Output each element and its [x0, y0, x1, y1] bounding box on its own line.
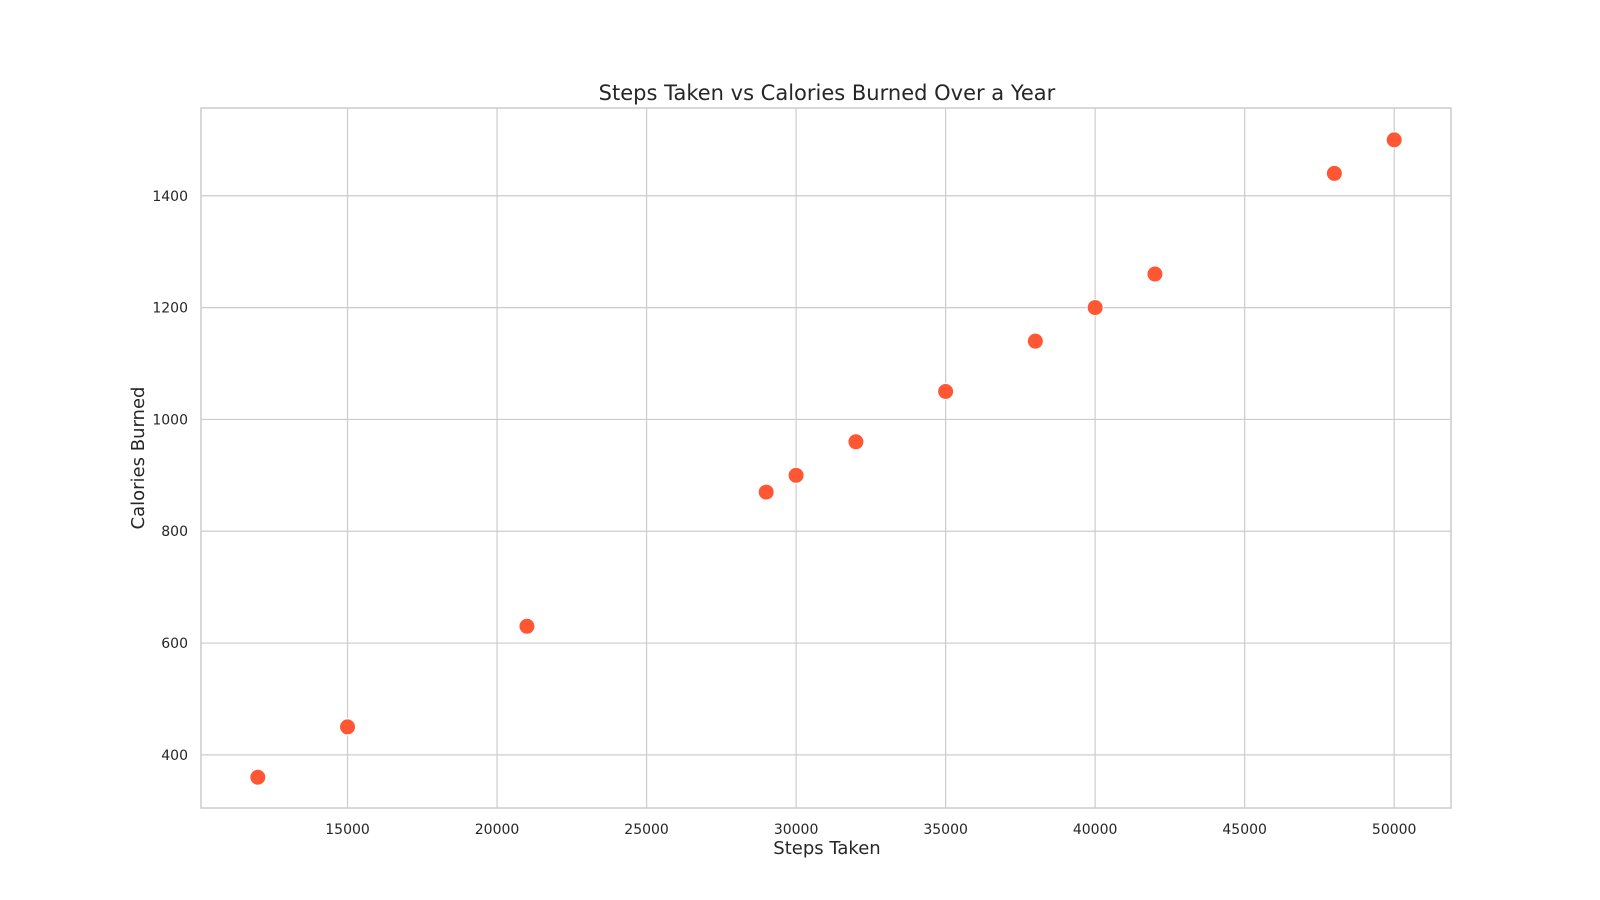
- x-tick-label: 30000: [774, 822, 819, 838]
- y-tick-label: 1400: [152, 189, 188, 205]
- y-tick-labels: 400 600 800 1000 1200 1400: [152, 189, 188, 764]
- x-axis-label: Steps Taken: [773, 838, 880, 859]
- x-tick-labels: 15000 20000 25000 30000 35000 40000 45000 50000: [325, 822, 1416, 838]
- y-tick-label: 800: [161, 524, 188, 540]
- data-point: [249, 768, 267, 786]
- data-point: [1086, 299, 1104, 317]
- data-points: [249, 131, 1403, 786]
- x-tick-label: 20000: [475, 822, 520, 838]
- data-point: [787, 466, 805, 484]
- y-tick-label: 1200: [152, 301, 188, 317]
- data-point: [847, 433, 865, 451]
- data-point: [1385, 131, 1403, 149]
- x-tick-label: 15000: [325, 822, 370, 838]
- data-point: [1325, 164, 1343, 182]
- data-point: [518, 617, 536, 635]
- y-tick-label: 1000: [152, 412, 188, 428]
- data-point: [339, 718, 357, 736]
- x-tick-label: 45000: [1222, 822, 1267, 838]
- x-gridlines: [346, 108, 1395, 808]
- x-tick-label: 35000: [923, 822, 968, 838]
- chart-title: Steps Taken vs Calories Burned Over a Ye…: [599, 81, 1056, 105]
- y-tick-label: 600: [161, 636, 188, 652]
- data-point: [757, 483, 775, 501]
- plot-frame: [200, 107, 1452, 809]
- data-point: [937, 382, 955, 400]
- x-tick-label: 40000: [1073, 822, 1118, 838]
- data-point: [1026, 332, 1044, 350]
- x-tick-label: 25000: [624, 822, 669, 838]
- x-tick-label: 50000: [1372, 822, 1417, 838]
- y-tick-label: 400: [161, 748, 188, 764]
- data-point: [1146, 265, 1164, 283]
- y-gridlines: [201, 195, 1451, 756]
- y-axis-label: Calories Burned: [128, 387, 149, 530]
